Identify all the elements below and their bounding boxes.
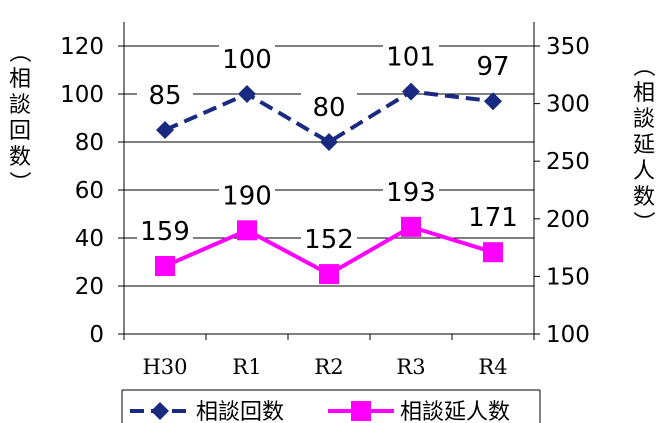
data-label: 171: [468, 203, 518, 233]
axis-title-char: 数: [9, 145, 31, 170]
axis-title-char: 人: [633, 159, 655, 184]
data-label: 152: [304, 225, 354, 255]
data-label: 85: [148, 81, 181, 111]
legend-label: 相談延人数: [400, 400, 510, 423]
legend-marker-square: [351, 401, 371, 421]
data-point-diamond: [238, 85, 256, 103]
data-label-background: [301, 223, 357, 256]
left-tick-label: 20: [75, 274, 104, 300]
series-lines: [155, 82, 503, 285]
right-tick-label: 250: [546, 149, 590, 175]
axis-title-char: （: [630, 55, 655, 77]
axis-title-char: 延: [633, 133, 655, 158]
right-tick-label: 300: [546, 92, 590, 118]
axis-title-char: 回: [9, 119, 31, 144]
data-label-background: [465, 201, 521, 234]
category-label: H30: [142, 355, 187, 379]
axis-title-char: 相: [633, 81, 655, 106]
data-label-background: [465, 50, 521, 83]
data-label: 101: [386, 43, 436, 73]
category-label: R4: [478, 355, 507, 379]
right-axis-title-text: （ 相談延人数）: [630, 55, 655, 233]
left-tick-label: 100: [60, 82, 104, 108]
data-label-background: [383, 40, 439, 73]
left-axis-title-text: （ 相談回数）: [6, 41, 31, 193]
data-point-diamond: [402, 82, 420, 101]
axis-title-char: 相: [9, 67, 31, 92]
data-point-square: [401, 216, 421, 237]
left-tick-label: 40: [75, 226, 104, 252]
category-labels: H30 R1 R2 R3 R4: [142, 355, 507, 379]
right-tick-label: 100: [546, 322, 590, 348]
data-label-background: [137, 79, 193, 111]
category-label: R1: [232, 355, 261, 379]
right-tick-label: 200: [546, 207, 590, 233]
axes: [118, 22, 540, 340]
data-point-diamond: [156, 121, 174, 139]
axis-title-char: ）: [630, 211, 655, 233]
category-label: R2: [314, 355, 343, 379]
data-point-square: [319, 264, 339, 285]
data-label-background: [137, 215, 193, 248]
right-axis-tick-labels: 100 150 200 250 300 350: [546, 34, 590, 348]
data-label-background: [301, 91, 357, 123]
right-tick-label: 350: [546, 34, 590, 60]
data-point-square: [483, 242, 503, 263]
data-point-diamond: [320, 133, 338, 151]
axis-title-char: （: [6, 41, 31, 63]
data-label: 190: [222, 181, 272, 211]
legend: 相談回数 相談延人数: [121, 389, 541, 423]
axis-title-char: ）: [6, 171, 31, 193]
data-point-square: [237, 220, 257, 241]
data-label: 100: [222, 45, 272, 75]
axis-title-char: 数: [633, 185, 655, 210]
data-label: 97: [476, 52, 509, 82]
legend-label: 相談回数: [196, 400, 284, 423]
data-label: 193: [386, 178, 436, 208]
legend-marker-diamond: [151, 402, 169, 420]
left-axis-tick-labels: 0 20 40 60 80 100 120: [60, 34, 104, 348]
data-label-background: [219, 179, 275, 212]
axis-title-char: 談: [9, 93, 31, 118]
category-label: R3: [396, 355, 425, 379]
axis-title-char: 談: [633, 107, 655, 132]
left-tick-label: 0: [89, 322, 104, 348]
right-tick-label: 150: [546, 264, 590, 290]
data-label-background: [219, 43, 275, 75]
right-axis-title: （ 相談延人数）: [630, 55, 655, 233]
left-tick-label: 60: [75, 178, 104, 204]
left-tick-label: 80: [75, 130, 104, 156]
data-point-diamond: [484, 92, 502, 111]
left-axis-title: （ 相談回数）: [6, 41, 31, 193]
data-label-background: [383, 175, 439, 208]
data-labels: 85 100 80 101 97 159 190 152 193 171: [137, 40, 521, 256]
data-point-square: [155, 256, 175, 277]
left-tick-label: 120: [60, 34, 104, 60]
data-label: 159: [140, 217, 190, 247]
data-label: 80: [312, 93, 345, 123]
